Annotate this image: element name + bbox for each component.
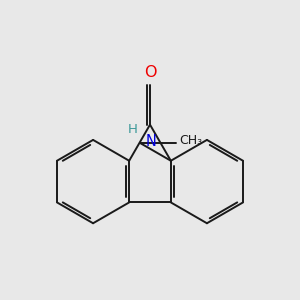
Text: N: N: [145, 134, 156, 149]
Text: CH₃: CH₃: [179, 134, 202, 148]
Text: H: H: [128, 122, 138, 136]
Text: O: O: [144, 65, 156, 80]
